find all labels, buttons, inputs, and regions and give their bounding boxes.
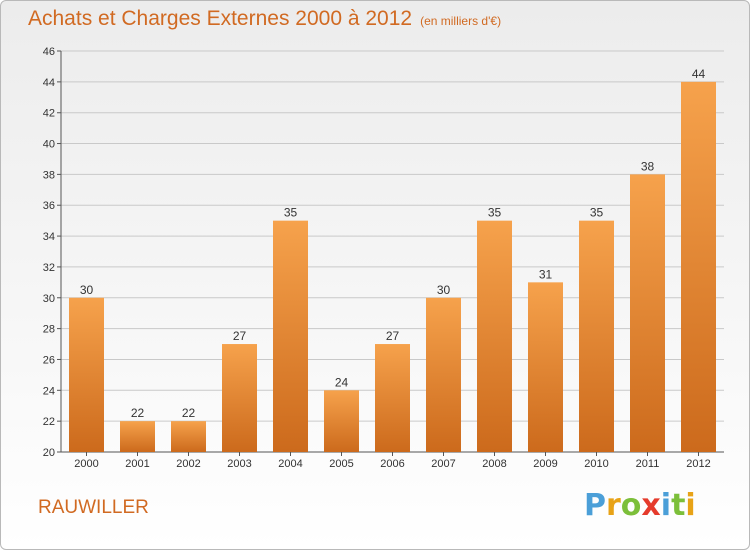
title-text: Achats et Charges Externes 2000 à 2012 [28,7,413,30]
x-tick-label: 2004 [278,458,302,470]
logo-letter: o [620,488,642,523]
y-tick-label: 42 [43,108,55,120]
y-tick-label: 46 [43,46,55,58]
bar [273,220,308,452]
x-tick-label: 2005 [329,458,353,470]
data-label: 27 [386,329,400,343]
data-label: 35 [284,206,298,220]
bar [222,344,257,452]
bar [477,220,512,452]
data-label: 22 [131,406,145,420]
x-tick-label: 2009 [533,458,557,470]
logo-letter: P [584,488,606,523]
y-tick-label: 36 [43,200,55,212]
data-label: 30 [80,283,94,297]
x-tick-label: 2012 [686,458,710,470]
x-tick-label: 2010 [584,458,608,470]
x-tick-label: 2002 [176,458,200,470]
chart-title: Achats et Charges Externes 2000 à 2012 (e… [28,7,501,31]
bar [375,344,410,452]
data-label: 31 [539,267,553,281]
bar [681,81,716,452]
logo-letter: t [671,488,686,523]
y-tick-label: 38 [43,169,55,181]
bar [69,297,104,452]
y-tick-label: 28 [43,324,55,336]
bar [171,421,206,452]
x-tick-label: 2003 [227,458,251,470]
chart-subtitle: (en milliers d'€) [420,14,502,28]
proxiti-logo[interactable]: Proxiti [584,488,696,523]
logo-letter: x [641,488,661,523]
data-label: 35 [590,206,604,220]
data-label: 27 [233,329,247,343]
y-tick-label: 24 [43,385,55,397]
y-tick-label: 32 [43,262,55,274]
x-tick-label: 2001 [125,458,149,470]
bar [120,421,155,452]
x-tick-label: 2007 [431,458,455,470]
bar [579,220,614,452]
logo-letter: i [660,488,672,523]
x-tick-label: 2006 [380,458,404,470]
data-label: 35 [488,206,502,220]
data-label: 30 [437,283,451,297]
y-tick-label: 40 [43,139,55,151]
y-tick-label: 44 [43,77,55,89]
y-tick-label: 20 [43,447,55,459]
bar [324,390,359,452]
data-labels: 30 22 22 27 35 24 27 30 35 31 35 38 44 [80,67,706,420]
x-tick-labels: 2000 2001 2002 2003 2004 2005 2006 2007 2008 2009… [74,458,710,470]
bar [528,282,563,452]
logo-letter: i [685,488,696,523]
bar [426,297,461,452]
data-label: 38 [641,159,655,173]
data-label: 24 [335,375,349,389]
y-tick-label: 22 [43,416,55,428]
y-tick-label: 30 [43,293,55,305]
y-tick-label: 34 [43,231,55,243]
x-tick-label: 2000 [74,458,98,470]
y-tick-labels: 20 22 24 26 28 30 32 34 36 38 40 42 44 46 [43,46,55,459]
y-tick-label: 26 [43,354,55,366]
commune-name: RAUWILLER [38,497,149,518]
data-label: 22 [182,406,196,420]
x-tick-label: 2008 [482,458,506,470]
bar [630,174,665,452]
bars [69,81,716,452]
logo-letter: r [606,488,621,523]
x-tick-label: 2011 [636,458,660,470]
data-label: 44 [692,67,706,81]
